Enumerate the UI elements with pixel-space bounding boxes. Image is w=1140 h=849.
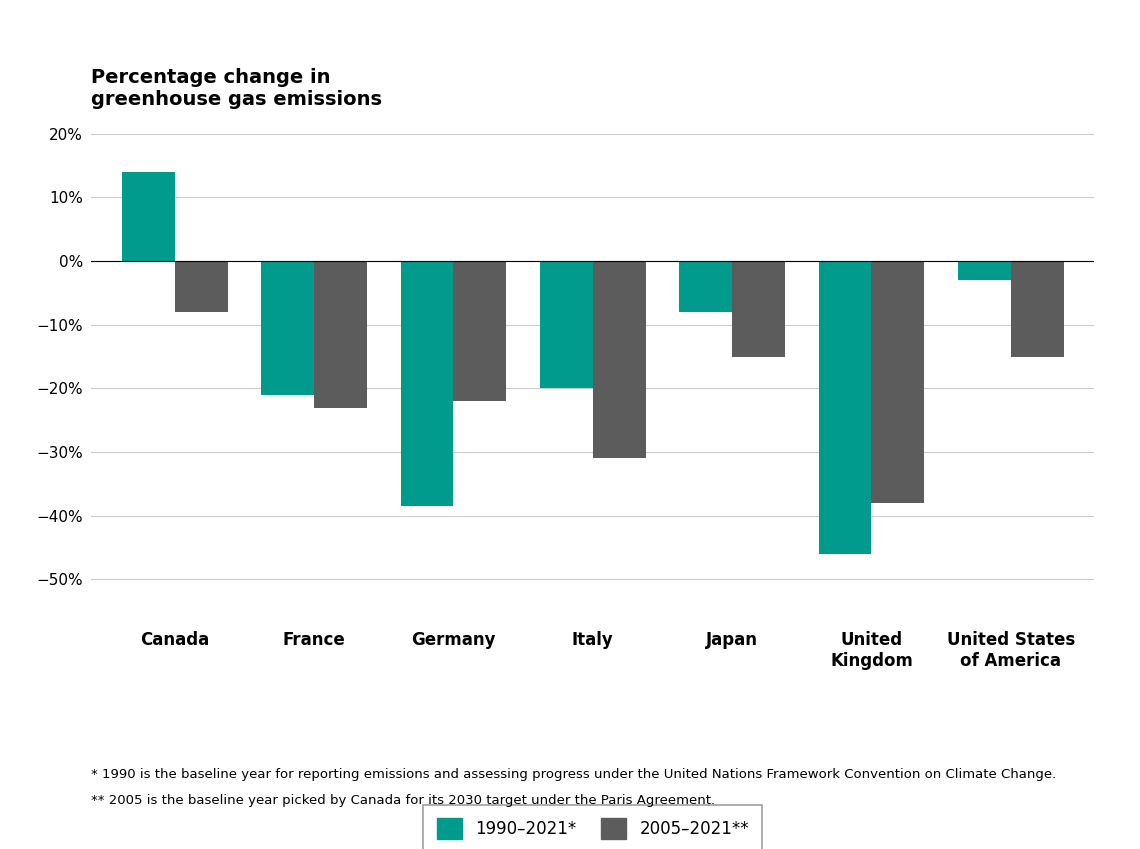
- Bar: [174, 261, 228, 312]
- Bar: [454, 261, 506, 402]
- Bar: [540, 261, 593, 389]
- Bar: [871, 261, 925, 503]
- Bar: [315, 261, 367, 408]
- Bar: [261, 261, 315, 395]
- Text: * 1990 is the baseline year for reporting emissions and assessing progress under: * 1990 is the baseline year for reportin…: [91, 768, 1057, 781]
- Bar: [593, 261, 645, 458]
- Bar: [958, 261, 1011, 280]
- Bar: [400, 261, 454, 506]
- Bar: [819, 261, 871, 554]
- Text: ** 2005 is the baseline year picked by Canada for its 2030 target under the Pari: ** 2005 is the baseline year picked by C…: [91, 794, 715, 807]
- Bar: [732, 261, 785, 357]
- Bar: [122, 172, 174, 261]
- Bar: [1011, 261, 1064, 357]
- Text: Percentage change in
greenhouse gas emissions: Percentage change in greenhouse gas emis…: [91, 68, 382, 109]
- Bar: [679, 261, 732, 312]
- Legend: 1990–2021*, 2005–2021**: 1990–2021*, 2005–2021**: [423, 805, 763, 849]
